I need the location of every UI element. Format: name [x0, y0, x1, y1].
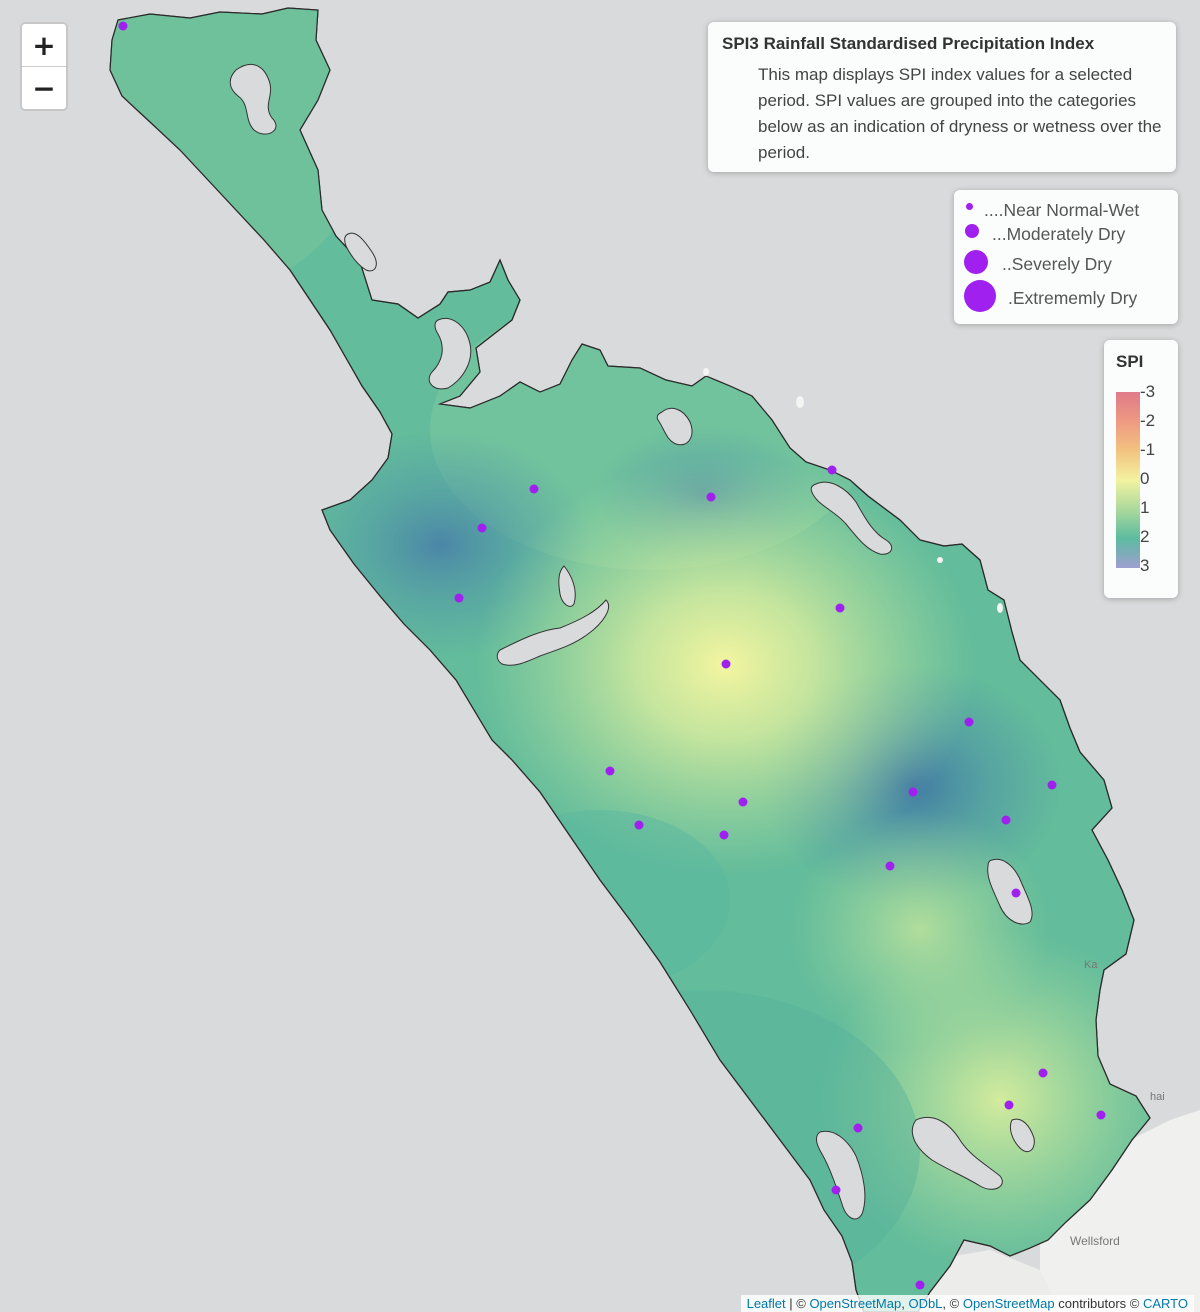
carto-link[interactable]: CARTO [1142, 1296, 1188, 1311]
odbl-link[interactable]: ODbL [908, 1296, 943, 1311]
island [796, 396, 804, 408]
houhora-harbour [344, 232, 377, 272]
hokianga-harbour [496, 599, 610, 666]
station-point[interactable] [908, 787, 918, 797]
zoom-in-button[interactable]: + [32, 28, 56, 62]
island [703, 368, 709, 376]
surface-tone-north [110, 8, 370, 300]
station-point[interactable] [477, 523, 487, 533]
attribution-separator: , © [942, 1296, 963, 1311]
partial-label-ka: Ka [1084, 959, 1098, 971]
basemap-land [1040, 1110, 1200, 1312]
station-point[interactable] [118, 21, 128, 31]
rangaunu-harbour [428, 318, 472, 390]
offshore-islands [703, 368, 1003, 613]
kaipara-harbour-west [815, 1130, 866, 1220]
size-legend-item: .Extrememly Dry [954, 280, 1178, 312]
surface-blob-dry-east-mid [790, 810, 1050, 1050]
station-point[interactable] [885, 861, 895, 871]
legend-dot-icon [964, 250, 988, 274]
legend-dot-icon [966, 203, 973, 210]
dryness-size-legend: ....Near Normal-Wet ...Moderately Dry ..… [954, 190, 1178, 324]
station-point[interactable] [1096, 1110, 1106, 1120]
station-point[interactable] [721, 659, 731, 669]
legend-dot-icon [964, 280, 996, 312]
spi-color-ramp [1116, 392, 1140, 568]
station-point[interactable] [529, 484, 539, 494]
station-point[interactable] [1004, 1100, 1014, 1110]
island [997, 603, 1003, 613]
whangarei-harbour [987, 858, 1033, 925]
legend-dot-icon [965, 224, 979, 238]
station-point[interactable] [634, 820, 644, 830]
station-layer [118, 21, 1106, 1290]
spi-legend-title: SPI [1116, 352, 1144, 371]
size-legend-label: ....Near Normal-Wet [984, 200, 1140, 220]
openstreetmap-contributors-link[interactable]: OpenStreetMap [962, 1296, 1055, 1311]
station-point[interactable] [1047, 780, 1057, 790]
station-point[interactable] [853, 1123, 863, 1133]
spi-tick: -2 [1140, 411, 1156, 430]
station-point[interactable] [1038, 1068, 1048, 1078]
spi-tick: -1 [1140, 440, 1156, 459]
zoom-out-button[interactable]: − [22, 66, 66, 109]
station-point[interactable] [964, 717, 974, 727]
map-attribution: Leaflet | © OpenStreetMap, ODbL, © OpenS… [740, 1295, 1194, 1312]
info-description: This map displays SPI index values for a… [758, 65, 1162, 162]
bay-of-islands [810, 481, 893, 555]
station-point[interactable] [915, 1280, 925, 1290]
size-legend-label: ...Moderately Dry [992, 224, 1126, 244]
coastline [109, 7, 1151, 1312]
partial-label-hai: hai [1150, 1091, 1165, 1103]
hokianga-arm [558, 565, 576, 607]
spi-tick: -3 [1140, 382, 1156, 401]
parengarenga-harbour [229, 63, 277, 135]
station-point[interactable] [827, 465, 837, 475]
station-point[interactable] [605, 766, 615, 776]
attribution-separator: | © [785, 1296, 810, 1311]
leaflet-link[interactable]: Leaflet [746, 1296, 786, 1311]
spi-tick: 3 [1140, 556, 1150, 575]
size-legend-item: ....Near Normal-Wet [954, 196, 1178, 226]
station-point[interactable] [1011, 888, 1021, 898]
attribution-separator: , [901, 1296, 909, 1311]
zoom-control: + − [20, 22, 68, 111]
station-point[interactable] [454, 593, 464, 603]
station-point[interactable] [831, 1185, 841, 1195]
station-point[interactable] [1001, 815, 1011, 825]
station-point[interactable] [706, 492, 716, 502]
spi-tick: 0 [1140, 469, 1150, 488]
station-point[interactable] [719, 830, 729, 840]
station-point[interactable] [738, 797, 748, 807]
size-legend-item: ..Severely Dry [954, 248, 1178, 278]
size-legend-label: .Extrememly Dry [1008, 288, 1138, 308]
attribution-contributors-text: contributors © [1054, 1296, 1143, 1311]
spi-tick: 1 [1140, 498, 1150, 517]
surface-blob-wet-south [480, 990, 920, 1310]
info-title: SPI3 Rainfall Standardised Precipitation… [722, 34, 1095, 53]
kaipara-harbour-east [911, 1117, 1003, 1190]
whangaroa-harbour [656, 407, 693, 446]
size-legend-label: ..Severely Dry [1002, 254, 1112, 274]
station-point[interactable] [835, 603, 845, 613]
kaipara-arm [1009, 1118, 1035, 1153]
surface-blob-wet-southwest [470, 810, 730, 990]
spi-color-legend: SPI -3 -2 -1 0 1 2 3 [1104, 340, 1178, 598]
info-panel: SPI3 Rainfall Standardised Precipitation… [708, 22, 1176, 172]
island [937, 557, 943, 563]
harbours [229, 63, 1035, 1220]
town-label-wellsford: Wellsford [1070, 1234, 1120, 1248]
spi-tick: 2 [1140, 527, 1150, 546]
size-legend-item: ...Moderately Dry [954, 222, 1178, 252]
openstreetmap-link[interactable]: OpenStreetMap [809, 1296, 902, 1311]
